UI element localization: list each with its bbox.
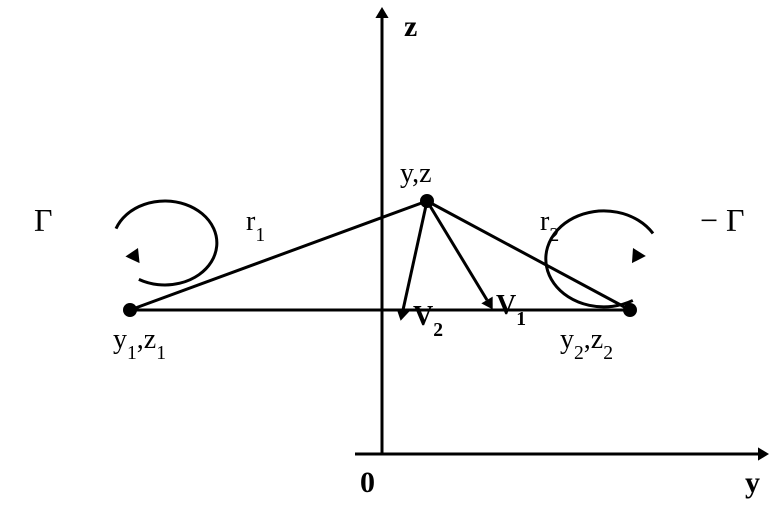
r1-label: r1 (246, 206, 265, 246)
svg-text:y1,z1: y1,z1 (113, 324, 166, 364)
y-axis-label: y (745, 466, 760, 499)
edge-r2 (427, 201, 630, 310)
v1-label: V1 (496, 290, 526, 330)
svg-text:y2,z2: y2,z2 (560, 324, 613, 364)
vortex-point-left (123, 303, 137, 317)
gamma-right-label: − Γ (700, 202, 745, 238)
apex-label: y,z (400, 158, 432, 189)
origin-label: 0 (360, 466, 375, 499)
v2-label: V2 (413, 301, 443, 341)
z-axis-label: z (404, 10, 417, 43)
gamma-left-label: Γ (34, 202, 53, 238)
apex-point (420, 194, 434, 208)
